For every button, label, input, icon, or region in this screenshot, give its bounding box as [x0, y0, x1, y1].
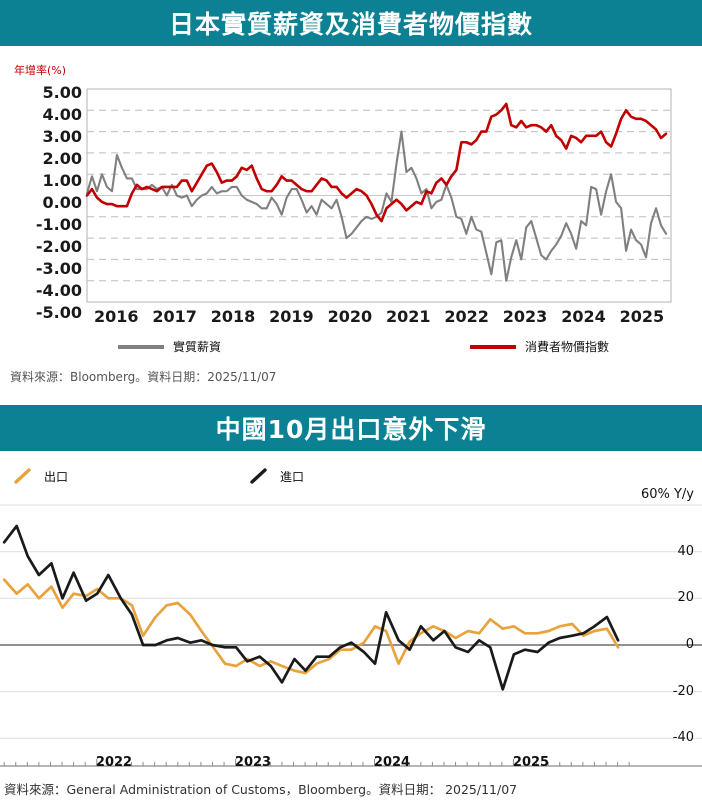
- panel1-legend: 實質薪資 消費者物價指數: [0, 338, 702, 360]
- x-tick-label: 2024: [561, 307, 606, 326]
- x-tick-label: 2025: [512, 755, 550, 770]
- y-tick-label: 5.00: [42, 83, 82, 102]
- x-tick-label: 2018: [210, 307, 256, 326]
- legend-line-swatch: [470, 344, 516, 349]
- panel2-title: 中國10月出口意外下滑: [215, 415, 487, 444]
- y-tick-label: 40: [677, 544, 694, 559]
- y-tick-label: -40: [672, 730, 694, 745]
- x-tick-label: 2023: [234, 755, 272, 770]
- line-stroke-icon: [14, 468, 31, 484]
- legend-label: 消費者物價指數: [525, 340, 610, 354]
- panel1-source-note: 資料來源：Bloomberg。資料日期：2025/11/07: [10, 370, 277, 384]
- x-tick-label: 2021: [385, 307, 431, 326]
- panel2-banner: 中國10月出口意外下滑: [0, 405, 702, 451]
- legend-line-swatch: [118, 344, 164, 349]
- panel1-x-axis-labels: 2016 2017 2018 2019 2020 2021 2022 2023 …: [87, 307, 671, 326]
- legend-item-real-wages: 實質薪資: [118, 338, 221, 355]
- panel-japan-wages-cpi: 日本實質薪資及消費者物價指數 年增率(%) 5.00 4.00 3.00 2.0…: [0, 0, 702, 395]
- x-tick-label: 2020: [327, 307, 373, 326]
- y-tick-label: 60% Y/y: [640, 487, 694, 502]
- legend-item-cpi: 消費者物價指數: [470, 338, 609, 355]
- legend-label: 出口: [44, 469, 69, 484]
- y-tick-label: -1.00: [35, 215, 82, 234]
- y-tick-label: -5.00: [35, 303, 82, 322]
- y-tick-label: 0.00: [42, 193, 82, 212]
- panel2-legend: 出口 進口: [0, 467, 702, 493]
- line-stroke-icon: [250, 468, 267, 484]
- x-tick-label: 2019: [269, 307, 314, 326]
- panel1-banner: 日本實質薪資及消費者物價指數: [0, 0, 702, 46]
- x-tick-label: 2022: [444, 307, 489, 326]
- y-tick-label: 4.00: [42, 105, 82, 124]
- panel1-title: 日本實質薪資及消費者物價指數: [168, 10, 533, 39]
- x-tick-label: 2025: [619, 307, 665, 326]
- x-tick-label: 2017: [152, 307, 197, 326]
- panel2-source-note: 資料來源：General Administration of Customs，B…: [4, 782, 518, 797]
- y-tick-label: 20: [677, 590, 694, 605]
- y-tick-label: -20: [672, 684, 694, 699]
- panel2-chart-svg: [0, 504, 702, 767]
- panel2-x-axis-labels: 2022 2023 2024 2025: [0, 755, 702, 775]
- x-tick-label: 2023: [502, 307, 548, 326]
- y-tick-label: -4.00: [35, 281, 82, 300]
- panel1-chart-svg: [85, 88, 672, 303]
- x-tick-label: 2016: [93, 307, 139, 326]
- legend-label: 進口: [280, 469, 305, 484]
- legend-item-exports: 出口: [12, 467, 68, 485]
- panel1-axis-unit-label: 年增率(%): [14, 64, 67, 77]
- y-tick-label: -3.00: [35, 259, 82, 278]
- legend-item-imports: 進口: [248, 467, 304, 485]
- y-tick-label: -2.00: [35, 237, 82, 256]
- panel-china-exports: 中國10月出口意外下滑 出口 進口 60% Y/y 40 20 0 -20: [0, 405, 702, 806]
- x-tick-label: 2024: [373, 755, 411, 770]
- x-tick-label: 2022: [95, 755, 133, 770]
- y-tick-label: 2.00: [42, 149, 82, 168]
- y-tick-label: 3.00: [42, 127, 82, 146]
- y-tick-label: 1.00: [42, 171, 82, 190]
- legend-label: 實質薪資: [173, 340, 222, 354]
- y-tick-label: 0: [685, 637, 694, 652]
- panel1-y-axis-labels: 5.00 4.00 3.00 2.00 1.00 0.00 -1.00 -2.0…: [10, 82, 82, 324]
